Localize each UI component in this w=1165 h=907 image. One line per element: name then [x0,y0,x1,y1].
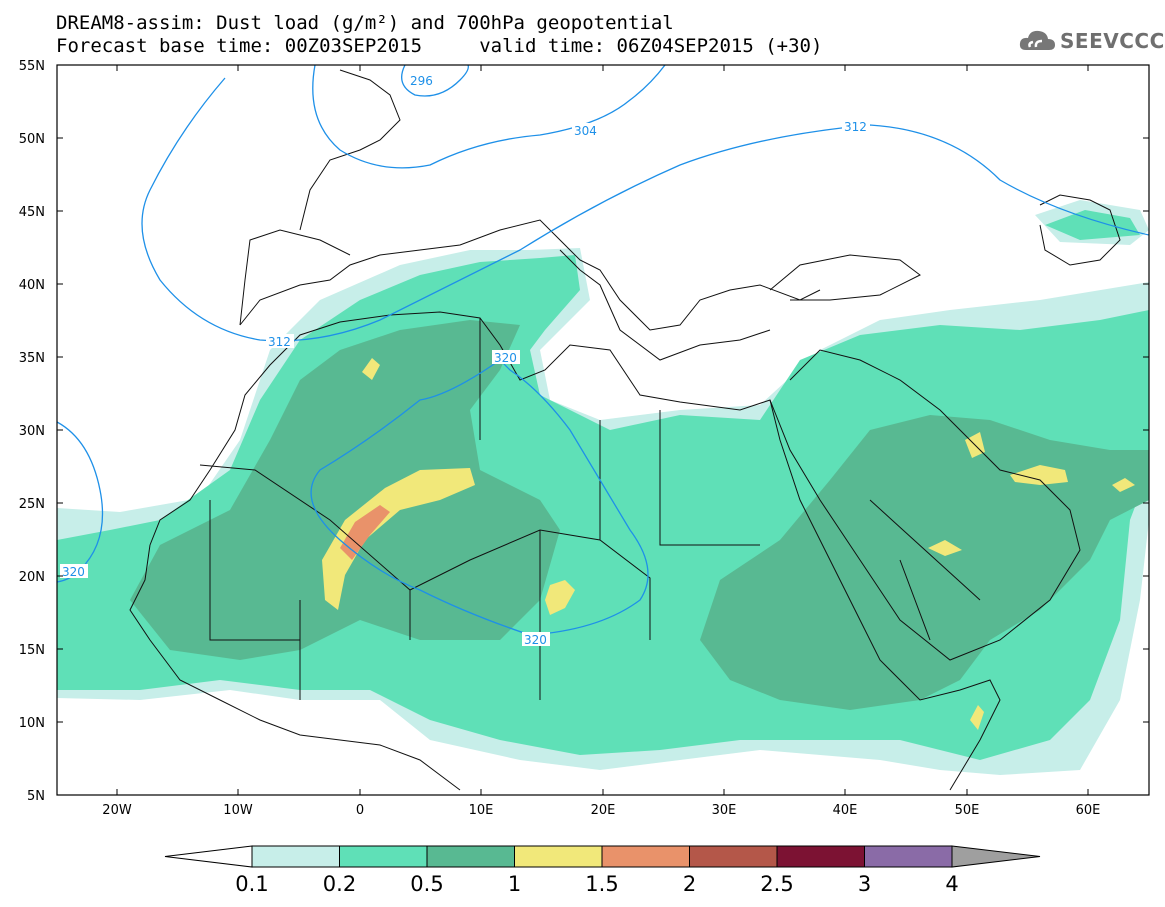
contour-label-296: 296 [410,74,433,88]
lat-label-30n: 30N [19,424,45,439]
colorbar-max-arrow [951,845,1041,868]
contour-label-320-west: 320 [62,565,85,579]
mediterranean-north [559,249,771,361]
colorbar-tick-label: 4 [945,872,958,896]
africa-coast [149,311,1001,791]
dust-level-1-e [1010,465,1068,485]
colorbar-segments [164,845,1041,868]
longitude-labels: 20W 10W 0 10E 20E 30E 40E 50E 60E [102,803,1100,818]
dust-level-0.5-east [700,415,1149,710]
lat-label-25n: 25N [19,497,45,512]
latitude-axis [57,64,1149,796]
lon-label-50e: 50E [955,803,980,818]
contour-label-320-south: 320 [524,633,547,647]
france-uk [299,69,401,231]
colorbar-labels: 0.1 0.2 0.5 1 1.5 2 2.5 3 4 [235,872,958,896]
dust-level-1-c [362,358,380,380]
lat-label-35n: 35N [19,351,45,366]
colorbar-tick-label: 2.5 [760,872,793,896]
lon-label-60e: 60E [1076,803,1101,818]
cloud-icon [1019,30,1055,50]
dust-field [57,200,1149,775]
colorbar-min-arrow [164,845,253,868]
colorbar-segment [601,845,690,868]
lon-label-0: 0 [356,803,364,818]
arabia-coast [769,349,1081,661]
colorbar-tick-label: 1 [508,872,521,896]
colorbar-tick-label: 2 [683,872,696,896]
lat-label-45n: 45N [19,205,45,220]
europe-coast [239,219,821,331]
contour-label-312-west: 312 [268,335,291,349]
dust-level-1-d [928,540,962,556]
iberia [239,229,351,326]
lon-label-20e: 20E [591,803,616,818]
colorbar-tick-label: 0.5 [410,872,443,896]
dust-level-1-b [545,580,575,615]
dust-level-0.2-east [1045,210,1140,240]
colorbar-segment [251,845,340,868]
map-title: DREAM8-assim: Dust load (g/m²) and 700hP… [56,12,674,34]
colorbar-segment [426,845,515,868]
coastlines [129,69,1121,791]
colorbar-tick-label: 0.1 [235,872,268,896]
contour-label-312-east: 312 [844,120,867,134]
lon-label-10e: 10E [469,803,494,818]
colorbar-segment [864,845,953,868]
colorbar-segment [689,845,778,868]
map-subtitle: Forecast base time: 00Z03SEP2015 valid t… [56,35,823,57]
seevccc-logo: SEEVCCC [1018,26,1164,56]
africa-west-coast [129,544,461,791]
lat-label-50n: 50N [19,132,45,147]
lat-label-40n: 40N [19,278,45,293]
dust-level-1-g [1112,478,1135,492]
lon-label-10w: 10W [223,803,253,818]
contour-304 [312,65,666,169]
contour-296 [401,65,469,97]
dust-level-1.5 [340,505,390,560]
contour-label-304: 304 [574,124,597,138]
dust-level-0.5 [130,320,560,660]
contour-320-b [310,359,649,636]
lat-label-5n: 5N [27,789,45,804]
colorbar-segment [339,845,428,868]
lat-label-15n: 15N [19,643,45,658]
latitude-labels: 55N 50N 45N 40N 35N 30N 25N 20N 15N 10N … [19,59,45,804]
black-sea-coast [769,254,921,301]
contour-labels: 296 304 312 312 320 320 320 [60,73,870,647]
geopotential-contours [57,65,1149,636]
colorbar-tick-label: 3 [858,872,871,896]
lon-label-30e: 30E [712,803,737,818]
logo-text: SEEVCCC [1060,29,1165,53]
dust-level-1-h [970,705,984,730]
caspian-coast [1039,194,1121,266]
lat-label-20n: 20N [19,570,45,585]
lat-label-10n: 10N [19,716,45,731]
colorbar-segment [776,845,865,868]
longitude-axis [116,65,1089,795]
colorbar-segment [514,845,603,868]
contour-label-320-north: 320 [494,351,517,365]
lat-label-55n: 55N [19,59,45,74]
contour-312 [141,77,1149,342]
lon-label-20w: 20W [102,803,132,818]
colorbar-tick-label: 1.5 [585,872,618,896]
colorbar-tick-label: 0.2 [323,872,356,896]
lon-label-40e: 40E [833,803,858,818]
